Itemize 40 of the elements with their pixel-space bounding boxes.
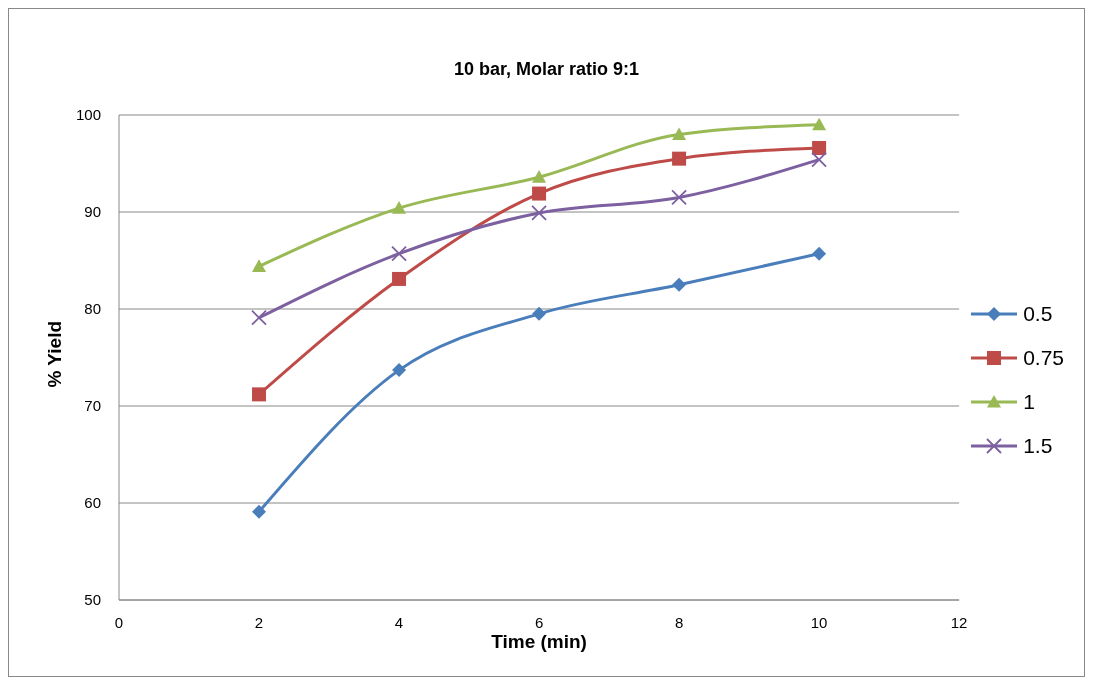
point	[671, 189, 687, 206]
x-tick-label: 2	[254, 614, 264, 631]
point	[812, 117, 827, 131]
y-tick-label: 80	[84, 300, 101, 317]
legend-label: 1	[1023, 390, 1035, 414]
point	[251, 309, 267, 326]
legend-label: 1.5	[1023, 434, 1053, 458]
legend-label: 0.75	[1023, 346, 1064, 370]
x-tick-label: 0	[114, 614, 124, 631]
y-tick-label: 90	[84, 203, 101, 220]
point	[672, 127, 687, 140]
point	[672, 151, 687, 166]
x-tick-label: 4	[394, 614, 404, 631]
y-tick-label: 60	[84, 494, 101, 511]
x-tick-label: 10	[810, 614, 828, 631]
point	[392, 363, 407, 378]
point	[392, 271, 407, 286]
point	[532, 186, 547, 201]
point	[532, 306, 547, 321]
x-tick-label: 12	[950, 614, 968, 631]
point	[812, 246, 827, 261]
chart-title: 10 bar, Molar ratio 9:1	[452, 59, 641, 80]
point	[252, 504, 267, 519]
legend-label: 0.5	[1023, 302, 1053, 326]
point	[812, 140, 827, 155]
y-tick-label: 100	[75, 106, 101, 123]
point	[252, 387, 267, 402]
y-axis-title: % Yield	[43, 320, 65, 388]
y-tick-label: 50	[84, 591, 101, 608]
x-axis-title: Time (min)	[491, 631, 587, 652]
x-tick-label: 8	[674, 614, 684, 631]
point	[672, 277, 687, 292]
point	[811, 151, 827, 168]
point	[252, 259, 267, 272]
point	[391, 245, 407, 262]
y-tick-label: 70	[84, 397, 101, 414]
point	[532, 170, 547, 183]
x-tick-label: 6	[534, 614, 544, 631]
point	[392, 201, 407, 214]
point	[531, 205, 547, 221]
